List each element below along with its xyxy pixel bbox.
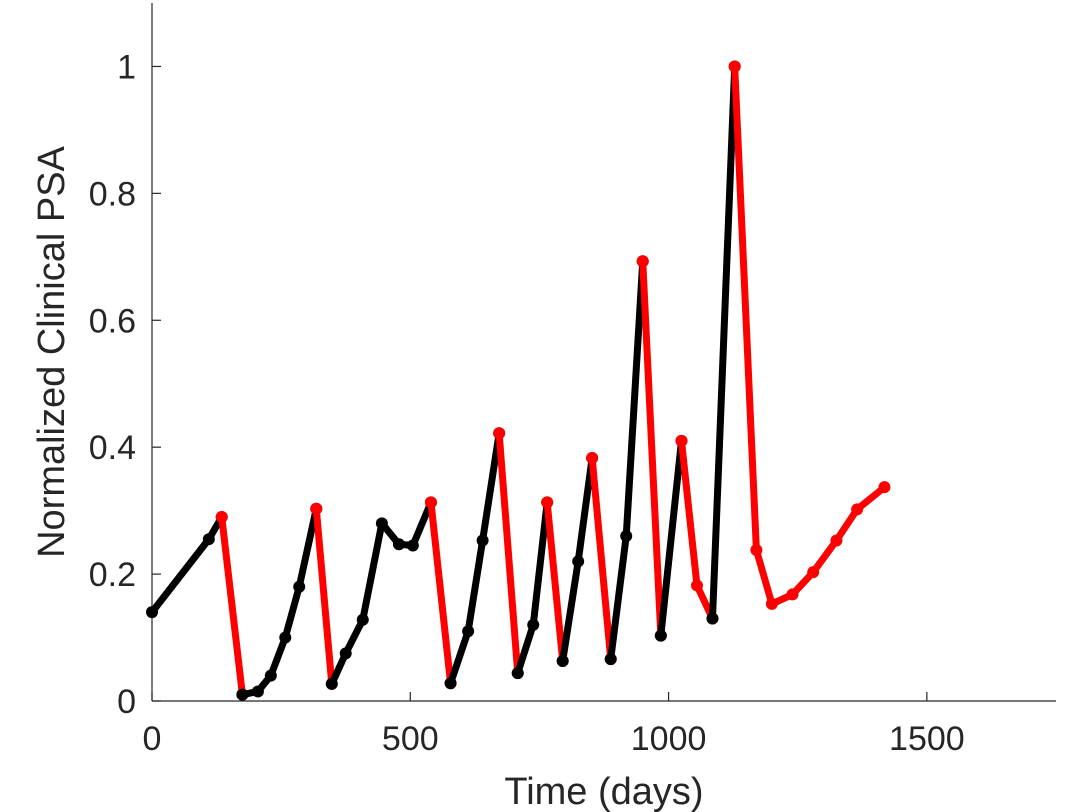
axes: 0 500 1000 1500 0 0.2 0.4 0.6 0.8 1 (89, 3, 1056, 758)
data-point (325, 677, 338, 690)
data-point (146, 606, 158, 619)
x-axis-label: Time (days) (504, 771, 703, 812)
data-point (620, 530, 633, 543)
y-tick-label: 0.4 (89, 429, 136, 467)
data-point (444, 677, 457, 690)
x-ticks: 0 500 1000 1500 (143, 692, 965, 758)
data-point (830, 534, 843, 547)
series-line (657, 437, 685, 640)
data-point (572, 555, 585, 568)
data-point (586, 451, 599, 464)
data-point (541, 496, 554, 509)
data-point (424, 496, 437, 509)
series-line (447, 429, 503, 687)
data-point (786, 588, 799, 601)
series-line (639, 257, 665, 640)
y-tick-label: 0.6 (89, 302, 136, 340)
data-point (750, 543, 763, 556)
data-point (511, 667, 524, 680)
y-axis-label: Normalized Clinical PSA (31, 145, 73, 557)
data-point (476, 534, 489, 547)
series-line (677, 437, 716, 623)
x-tick-label: 0 (143, 720, 162, 758)
series-line (588, 454, 615, 663)
data-point (636, 255, 649, 268)
data-point (251, 685, 264, 698)
series-line (708, 62, 739, 623)
series-line (731, 62, 888, 608)
data-point (690, 579, 703, 592)
series-line (514, 498, 551, 677)
y-ticks: 0 0.2 0.4 0.6 0.8 1 (89, 48, 161, 721)
data-point (202, 533, 215, 546)
data-point (878, 481, 891, 494)
series-segment (728, 60, 891, 610)
data-point (728, 60, 741, 73)
x-tick-label: 1000 (631, 720, 707, 758)
series-segment (146, 510, 228, 619)
series-line (427, 498, 455, 687)
series-line (495, 429, 522, 677)
data-point (462, 625, 475, 638)
series-line (543, 498, 567, 665)
data-point (406, 539, 419, 552)
data-point (356, 613, 369, 626)
data-point (556, 655, 569, 668)
data-point (493, 427, 506, 440)
data-point (604, 653, 617, 666)
series-line (607, 257, 647, 663)
data-point (392, 538, 405, 551)
data-point (264, 669, 277, 682)
x-tick-label: 500 (382, 720, 439, 758)
data-point (654, 629, 667, 642)
series-segment (444, 427, 506, 690)
series-segment (215, 510, 249, 701)
data-point (215, 510, 228, 523)
data-point (375, 517, 388, 530)
data-point (851, 503, 864, 516)
data-point (236, 688, 249, 701)
data-point (339, 647, 352, 660)
series-segment (424, 496, 457, 690)
series-segment (325, 496, 437, 690)
data-point (279, 631, 292, 644)
y-tick-label: 0.8 (89, 175, 136, 213)
series-line (218, 513, 246, 699)
y-tick-label: 0.2 (89, 556, 136, 594)
x-tick-label: 1500 (889, 720, 965, 758)
data-point (765, 597, 778, 610)
series-segment (236, 502, 323, 701)
series-line (148, 513, 226, 616)
series-line (312, 505, 336, 688)
data-point (706, 612, 719, 625)
data-point (675, 434, 688, 447)
y-tick-label: 0 (117, 683, 136, 721)
data-point (807, 566, 820, 579)
series-line (238, 505, 320, 699)
data-point (527, 618, 540, 631)
data-point (293, 580, 306, 593)
y-tick-label: 1 (117, 48, 136, 86)
data-point (310, 502, 323, 515)
series-layer (146, 60, 891, 701)
